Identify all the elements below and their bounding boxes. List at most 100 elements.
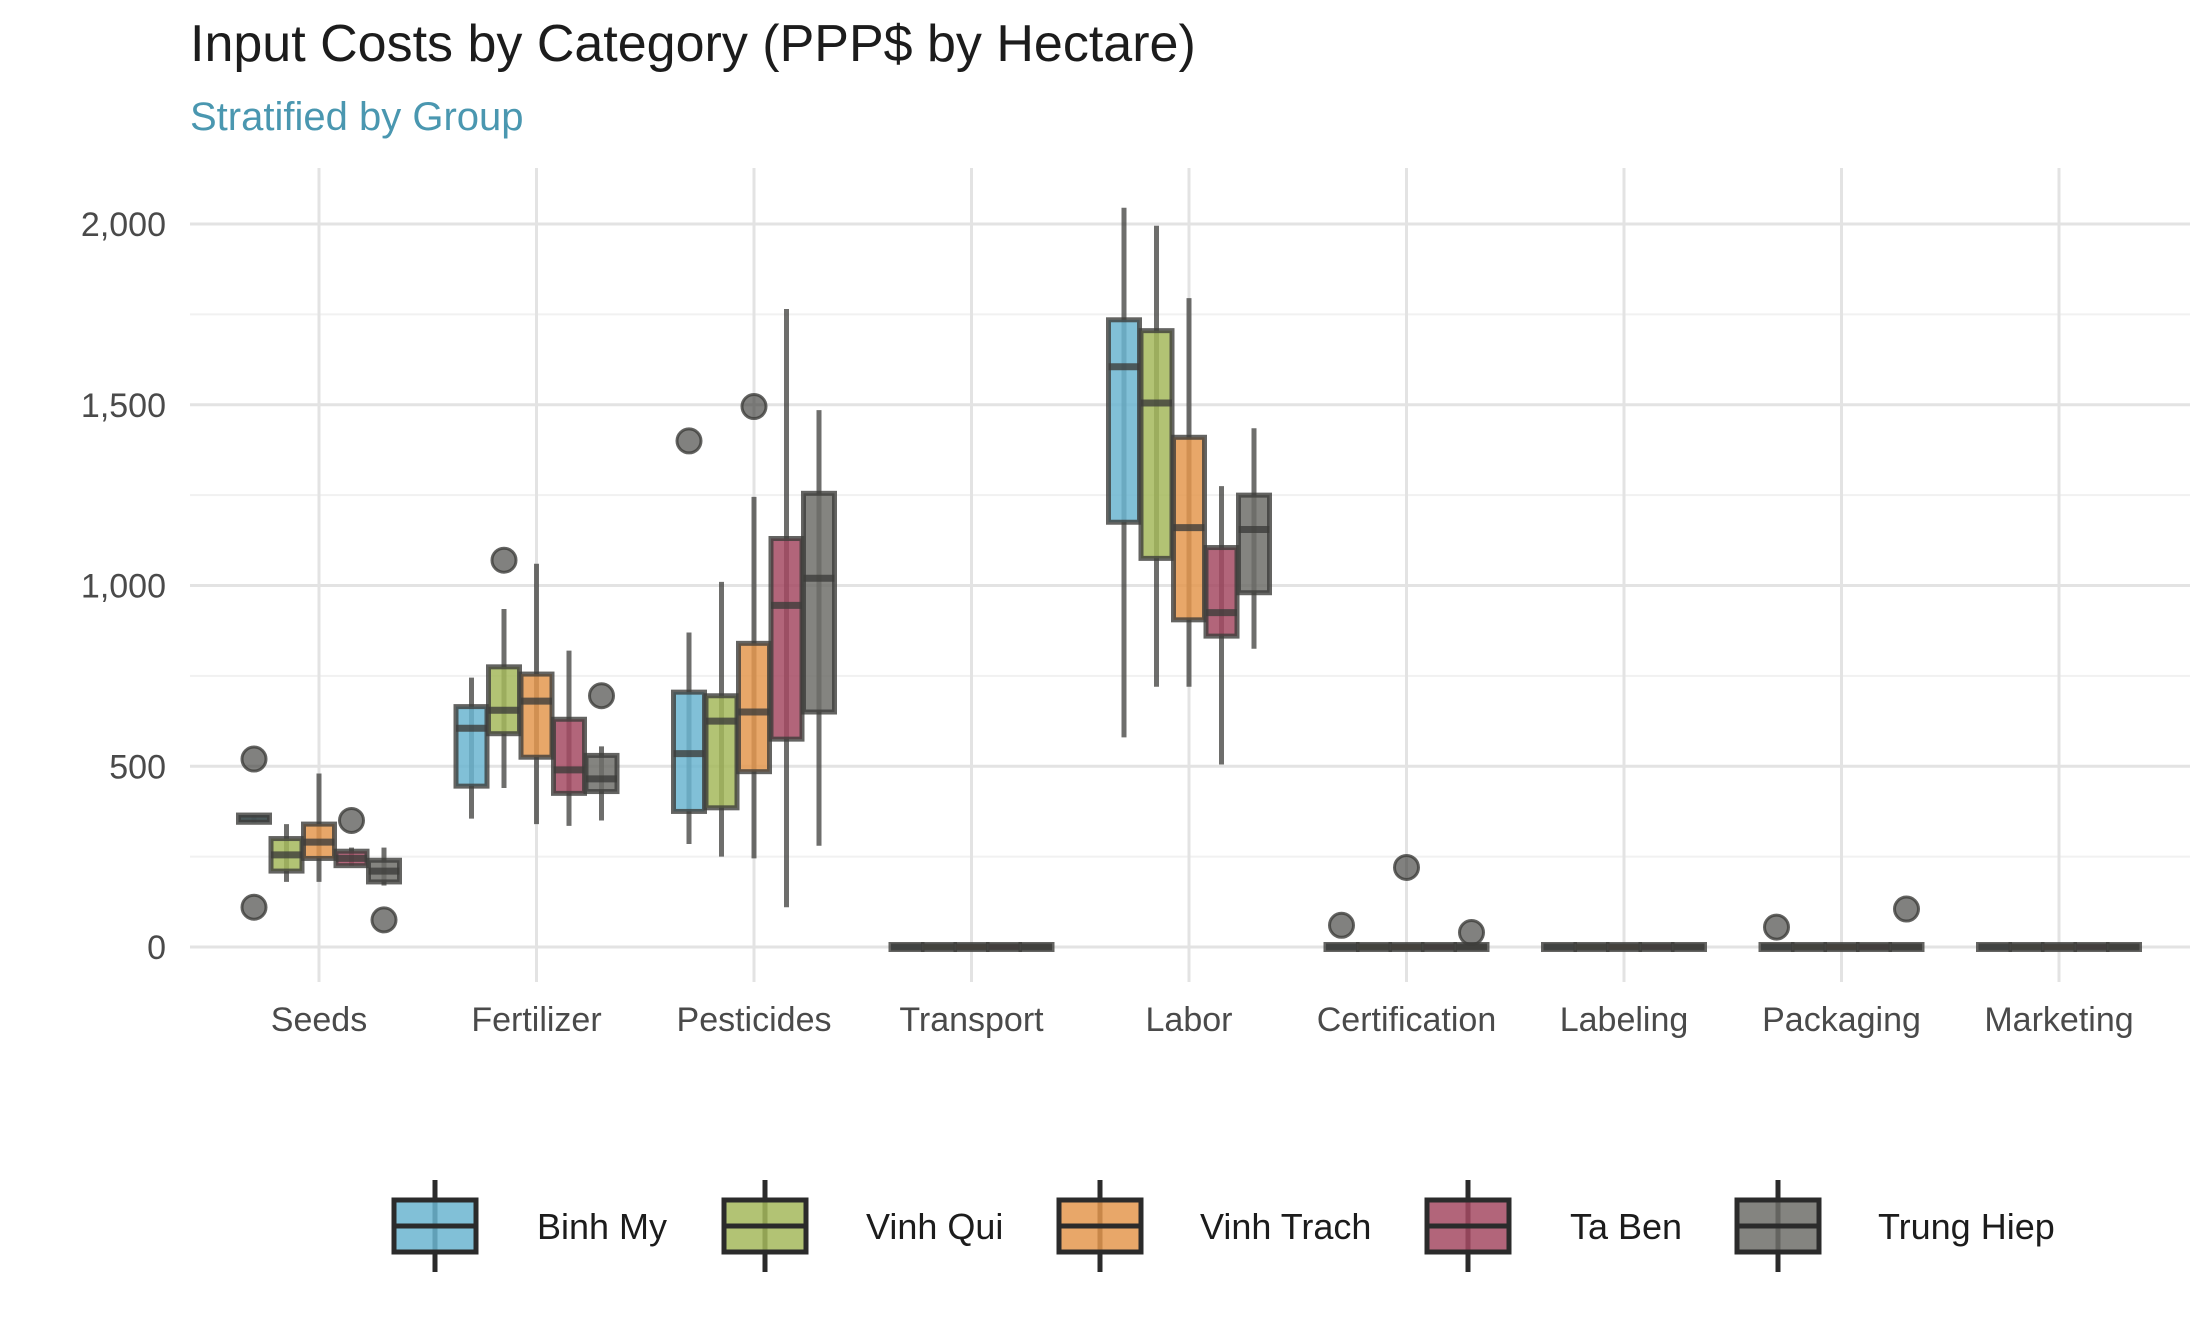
- outlier-point: [240, 893, 268, 921]
- chart-subtitle: Stratified by Group: [190, 95, 524, 139]
- x-tick-label: Marketing: [1984, 1001, 2133, 1039]
- box: [671, 427, 707, 844]
- outlier-point: [240, 745, 268, 773]
- box: [268, 824, 305, 882]
- legend-item: Ta Ben: [1424, 1180, 1682, 1272]
- outlier-point: [1328, 911, 1355, 939]
- box-body: [768, 536, 805, 742]
- box: [768, 308, 805, 908]
- legend-label: Ta Ben: [1570, 1206, 1682, 1247]
- series-vinh-trach: [301, 298, 2077, 952]
- box-body: [551, 716, 587, 796]
- box: [1856, 942, 1892, 952]
- legend-label: Vinh Trach: [1200, 1206, 1371, 1247]
- box: [1388, 853, 1425, 952]
- x-tick-label: Labor: [1146, 1001, 1233, 1039]
- legend-item: Binh My: [391, 1180, 667, 1272]
- x-tick-label: Fertilizer: [471, 1001, 601, 1039]
- box: [1018, 942, 1055, 952]
- x-tick-label: Packaging: [1762, 1001, 1921, 1039]
- legend-item: Vinh Trach: [1056, 1180, 1371, 1272]
- box: [1671, 942, 1707, 952]
- x-tick-label: Certification: [1317, 1001, 1497, 1039]
- box: [1573, 942, 1610, 952]
- box: [518, 563, 555, 825]
- outlier-point: [740, 393, 768, 421]
- box: [1823, 942, 1860, 952]
- box: [2073, 942, 2110, 952]
- legend-label: Vinh Qui: [866, 1206, 1003, 1247]
- box-body: [518, 671, 555, 760]
- box-body: [453, 704, 490, 789]
- box: [703, 581, 740, 857]
- box: [1106, 207, 1142, 738]
- box: [1541, 942, 1577, 952]
- y-tick-label: 500: [109, 748, 166, 786]
- box-body: [1203, 545, 1240, 639]
- x-tick-label: Pesticides: [677, 1001, 832, 1039]
- box: [453, 677, 490, 819]
- legend-item: Vinh Qui: [721, 1180, 1003, 1272]
- box: [801, 410, 837, 846]
- box-body: [1236, 492, 1272, 596]
- box: [301, 773, 337, 882]
- box: [1356, 942, 1392, 952]
- box: [888, 942, 925, 952]
- box: [583, 682, 620, 821]
- box: [736, 393, 772, 859]
- box: [551, 650, 587, 826]
- box: [953, 942, 990, 952]
- legend-item: Trung Hiep: [1734, 1180, 2055, 1272]
- series-trung-hiep: [366, 410, 2142, 952]
- box: [1638, 942, 1675, 952]
- box: [486, 546, 522, 788]
- outlier-point: [370, 906, 398, 934]
- x-tick-label: Seeds: [271, 1001, 367, 1039]
- box: [1976, 942, 2012, 952]
- y-tick-label: 1,000: [81, 568, 166, 606]
- box: [1758, 913, 1795, 952]
- y-tick-label: 0: [147, 929, 166, 967]
- y-tick-label: 2,000: [81, 206, 166, 244]
- x-tick-label: Labeling: [1560, 1001, 1689, 1039]
- box: [921, 942, 957, 952]
- y-tick-label: 1,500: [81, 387, 166, 425]
- legend-label: Binh My: [537, 1206, 667, 1247]
- box: [1453, 919, 1490, 952]
- box: [333, 806, 370, 869]
- box-body: [703, 693, 740, 811]
- box-body: [801, 490, 837, 715]
- box-body: [1138, 328, 1175, 561]
- box: [1421, 942, 1457, 952]
- box: [1323, 911, 1360, 952]
- chart-title: Input Costs by Category (PPP$ by Hectare…: [190, 15, 1196, 73]
- box-body: [486, 664, 522, 737]
- outlier-point: [1393, 853, 1420, 881]
- box: [2041, 942, 2077, 952]
- box: [2008, 942, 2045, 952]
- box: [1791, 942, 1827, 952]
- box: [986, 942, 1022, 952]
- box: [1203, 486, 1240, 765]
- outlier-point: [675, 427, 703, 455]
- box: [1138, 225, 1175, 687]
- outlier-point: [1893, 895, 1920, 923]
- outlier-point: [1458, 919, 1485, 947]
- series-vinh-qui: [268, 225, 2045, 952]
- x-tick-label: Transport: [899, 1001, 1044, 1039]
- series-ta-ben: [333, 308, 2110, 952]
- box-body: [736, 640, 772, 775]
- series-binh-my: [236, 207, 2012, 952]
- box: [2106, 942, 2142, 952]
- legend-label: Trung Hiep: [1878, 1206, 2055, 1247]
- box: [366, 847, 402, 934]
- box-body: [1106, 317, 1142, 525]
- outlier-point: [1763, 913, 1790, 941]
- box: [236, 745, 272, 921]
- box: [1171, 298, 1207, 687]
- outlier-point: [490, 546, 518, 574]
- outlier-point: [338, 806, 365, 834]
- box: [1888, 895, 1925, 952]
